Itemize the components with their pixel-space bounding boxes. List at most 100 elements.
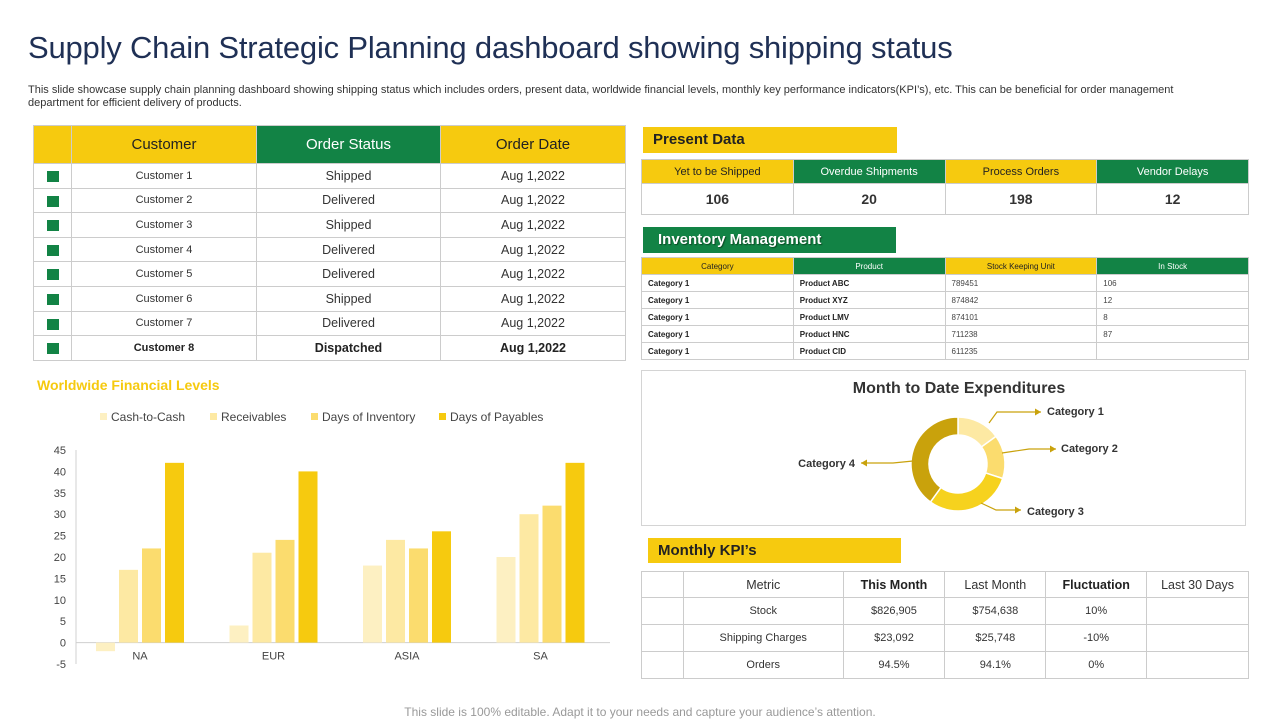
order-date: Aug 1,2022 [440,212,626,238]
order-date: Aug 1,2022 [440,285,626,312]
inventory-product: Product XYZ [792,291,946,309]
present-header: Overdue Shipments [792,159,946,184]
present-header: Process Orders [944,159,1098,184]
order-customer: Customer 5 [71,261,257,287]
order-marker-icon [46,269,59,281]
inventory-stock: 106 [1096,274,1249,292]
donut-label: Category 4 [798,458,856,470]
order-marker-icon [46,244,59,256]
inventory-product: Product HNC [792,325,946,343]
y-tick-label: 35 [54,488,66,500]
kpi-header-last-month: Last Month [944,571,1047,598]
order-status: Shipped [256,212,441,238]
inventory-sku: 874101 [944,308,1098,326]
kpi-blank [641,651,684,679]
y-tick-label: 40 [54,466,66,478]
orders-header-marker [33,125,72,164]
orders-header-status: Order Status [256,125,441,164]
x-tick-label: NA [132,651,148,663]
order-marker [33,187,72,214]
legend-label: Receivables [221,410,286,424]
order-row: Customer 3 Shipped Aug 1,2022 [33,212,626,238]
kpi-header-last-30-days: Last 30 Days [1146,571,1249,598]
orders-body: Customer 1 Shipped Aug 1,2022 Customer 2 Del… [33,163,626,361]
bar-sa-2 [542,505,562,643]
inventory-category: Category 1 [641,308,794,326]
kpi-last-month: $25,748 [944,624,1047,652]
kpi-table: Metric This Month Last Month Fluctuation… [641,571,1249,679]
order-status: Dispatched [256,335,441,361]
inventory-sku: 611235 [944,342,1098,360]
inventory-category: Category 1 [641,342,794,360]
kpi-last-30-days [1146,624,1249,652]
kpi-blank [641,624,684,652]
legend-label: Days of Payables [450,410,543,424]
kpi-last-month: 94.1% [944,651,1047,679]
order-customer: Customer 8 [71,335,257,361]
bar-na-3 [165,462,184,643]
donut-slice-4 [910,416,959,504]
kpi-metric: Stock [682,597,844,625]
order-customer: Customer 4 [71,236,257,263]
legend-label: Cash-to-Cash [111,410,185,424]
kpi-last-30-days [1146,651,1249,679]
kpi-label: Monthly KPI’s [648,538,901,563]
x-tick-label: SA [533,651,548,663]
order-marker-icon [46,195,59,207]
order-status: Delivered [256,310,441,337]
inventory-stock: 12 [1096,291,1249,309]
order-marker [33,310,72,337]
order-row: Customer 8 Dispatched Aug 1,2022 [33,335,626,361]
bar-eur-3 [298,471,318,643]
order-marker-icon [46,318,59,330]
y-tick-label: 10 [54,595,66,607]
inventory-row: Category 1 Product XYZ 874842 12 [641,291,1249,309]
order-row: Customer 1 Shipped Aug 1,2022 [33,163,626,189]
bar-asia-1 [386,539,405,643]
kpi-fluctuation: 0% [1045,651,1148,679]
bar-sa-3 [565,462,585,643]
present-data-table: Yet to be Shipped Overdue Shipments Proc… [641,159,1249,215]
kpi-this-month: 94.5% [842,651,946,679]
present-value-vendor-delays: 12 [1096,183,1249,215]
order-row: Customer 5 Delivered Aug 1,2022 [33,261,626,287]
x-tick-label: ASIA [394,651,420,663]
y-tick-label: 30 [54,509,66,521]
orders-header-date: Order Date [440,125,626,164]
bar-asia-3 [432,531,451,643]
financial-chart-title: Worldwide Financial Levels [37,377,220,393]
bar-na-0 [96,642,115,652]
donut-label: Category 2 [1061,443,1118,455]
legend-swatch [210,413,217,420]
inventory-category: Category 1 [641,325,794,343]
order-status: Delivered [256,187,441,214]
inventory-stock: 87 [1096,325,1249,343]
page-title: Supply Chain Strategic Planning dashboar… [28,30,953,65]
order-row: Customer 6 Shipped Aug 1,2022 [33,285,626,312]
order-date: Aug 1,2022 [440,187,626,214]
donut-label: Category 3 [1027,506,1084,518]
kpi-this-month: $23,092 [842,624,946,652]
inventory-sku: 789451 [944,274,1098,292]
donut-leader-line [1001,448,1056,454]
kpi-header-blank [641,571,684,598]
present-data-label: Present Data [643,127,897,153]
bar-sa-0 [496,557,516,643]
kpi-header-fluctuation: Fluctuation [1045,571,1148,598]
arrow-head-icon [1050,445,1056,453]
expenditures-panel [641,370,1246,526]
donut-leader-line [861,460,914,464]
inventory-row: Category 1 Product HNC 711238 87 [641,325,1249,343]
order-date: Aug 1,2022 [440,335,626,361]
order-date: Aug 1,2022 [440,163,626,189]
kpi-last-month: $754,638 [944,597,1047,625]
kpi-header-this-month: This Month [842,571,946,598]
inventory-stock [1096,342,1249,360]
kpi-metric: Orders [682,651,844,679]
inventory-header: Product [792,257,946,275]
inventory-row: Category 1 Product ABC 789451 106 [641,274,1249,292]
financial-bar-chart: Cash-to-Cash Receivables Days of Inventory… [54,410,610,671]
bar-eur-0 [229,625,249,643]
donut-leader-line [988,411,1041,424]
order-row: Customer 4 Delivered Aug 1,2022 [33,236,626,263]
